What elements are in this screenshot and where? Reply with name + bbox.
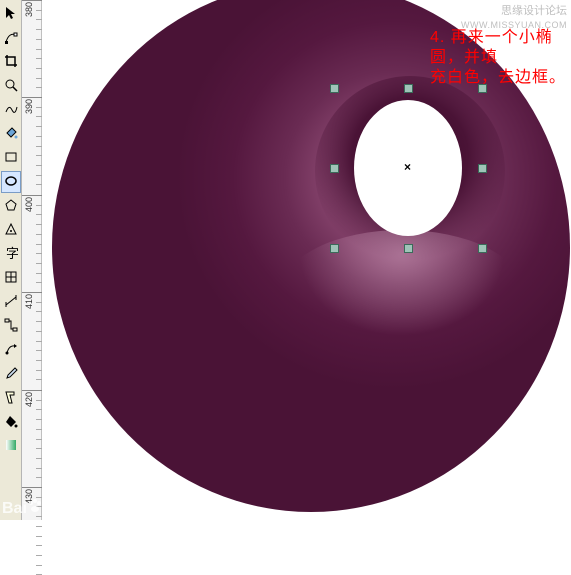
- ruler-tick-major: [22, 97, 42, 98]
- ruler-tick-minor: [36, 526, 42, 527]
- selection-handle[interactable]: [404, 84, 413, 93]
- paw-icon: [27, 498, 43, 514]
- text-tool[interactable]: 字: [1, 243, 21, 265]
- basic-shapes-tool-icon: [4, 222, 18, 239]
- table-tool-icon: [4, 270, 18, 287]
- watermark-text-1: 思缘设计论坛: [461, 4, 567, 18]
- crop-tool[interactable]: [1, 51, 21, 73]
- watermark-top-right: 思缘设计论坛 WWW.MISSYUAN.COM: [461, 4, 567, 32]
- shape-tool-icon: [4, 30, 18, 47]
- instruction-line-2: 充白色，去边框。: [430, 68, 571, 88]
- zoom-tool-icon: [4, 78, 18, 95]
- rectangle-tool-icon: [4, 150, 18, 167]
- canvas-area[interactable]: 4. 再来一个小椭圆，并填 充白色，去边框。 ×: [42, 0, 571, 520]
- crop-tool-icon: [4, 54, 18, 71]
- watermark-bottom-left: Bai 贴吧 百度贴吧: [2, 497, 132, 518]
- polygon-tool[interactable]: [1, 195, 21, 217]
- eyedropper-tool-icon: [4, 366, 18, 383]
- interactive-fill-tool-icon: [4, 438, 18, 455]
- outline-tool-icon: [4, 390, 18, 407]
- selection-handle[interactable]: [478, 84, 487, 93]
- ruler-label: 420: [24, 392, 34, 407]
- tieba-logo-text: 贴吧: [43, 502, 67, 516]
- selection-center-marker[interactable]: ×: [404, 160, 411, 174]
- watermark-separator: [73, 501, 74, 515]
- rectangle-tool[interactable]: [1, 147, 21, 169]
- selection-handle[interactable]: [330, 164, 339, 173]
- baidu-logo-text: Bai: [2, 500, 27, 517]
- interactive-tool-icon: [4, 342, 18, 359]
- ruler-tick-minor: [36, 545, 42, 546]
- shape-tool[interactable]: [1, 27, 21, 49]
- interactive-tool[interactable]: [1, 339, 21, 361]
- watermark-label: 百度贴吧: [80, 498, 132, 517]
- ruler-label: 380: [24, 2, 34, 17]
- toolbox: 字: [0, 0, 22, 520]
- freehand-tool-icon: [4, 102, 18, 119]
- selection-handle[interactable]: [478, 244, 487, 253]
- zoom-tool[interactable]: [1, 75, 21, 97]
- ellipse-tool-icon: [4, 174, 18, 191]
- ruler-label: 410: [24, 294, 34, 309]
- selection-handle[interactable]: [330, 244, 339, 253]
- freehand-tool[interactable]: [1, 99, 21, 121]
- instruction-line-1: 4. 再来一个小椭圆，并填: [430, 28, 571, 68]
- pick-tool[interactable]: [1, 3, 21, 25]
- ruler-tick-major: [22, 0, 42, 1]
- ellipse-tool[interactable]: [1, 171, 21, 193]
- eyedropper-tool[interactable]: [1, 363, 21, 385]
- ruler-tick-minor: [36, 565, 42, 566]
- instruction-text: 4. 再来一个小椭圆，并填 充白色，去边框。: [430, 28, 571, 88]
- ruler-tick-major: [22, 195, 42, 196]
- smart-fill-tool-icon: [4, 126, 18, 143]
- fill-tool[interactable]: [1, 411, 21, 433]
- text-tool-icon: 字: [4, 246, 18, 263]
- connector-tool[interactable]: [1, 315, 21, 337]
- pick-tool-icon: [4, 6, 18, 23]
- outline-tool[interactable]: [1, 387, 21, 409]
- watermark-text-2: WWW.MISSYUAN.COM: [461, 18, 567, 32]
- selection-handle[interactable]: [330, 84, 339, 93]
- interactive-fill-tool[interactable]: [1, 435, 21, 457]
- ruler-label: 400: [24, 197, 34, 212]
- vertical-ruler: 380390400410420430: [22, 0, 42, 520]
- selection-handle[interactable]: [478, 164, 487, 173]
- basic-shapes-tool[interactable]: [1, 219, 21, 241]
- table-tool[interactable]: [1, 267, 21, 289]
- connector-tool-icon: [4, 318, 18, 335]
- baidu-logo: Bai 贴吧: [2, 497, 67, 518]
- svg-text:字: 字: [6, 246, 18, 260]
- ruler-tick-major: [22, 292, 42, 293]
- dimension-tool-icon: [4, 294, 18, 311]
- selection-handle[interactable]: [404, 244, 413, 253]
- ruler-tick-minor: [36, 536, 42, 537]
- ruler-label: 390: [24, 99, 34, 114]
- ruler-tick-major: [22, 487, 42, 488]
- ruler-tick-minor: [36, 555, 42, 556]
- smart-fill-tool[interactable]: [1, 123, 21, 145]
- ruler-tick-major: [22, 390, 42, 391]
- fill-tool-icon: [4, 414, 18, 431]
- polygon-tool-icon: [4, 198, 18, 215]
- dimension-tool[interactable]: [1, 291, 21, 313]
